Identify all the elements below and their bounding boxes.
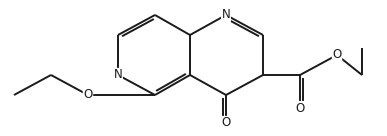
Text: N: N [222,8,230,21]
Text: O: O [83,89,92,101]
Text: N: N [114,69,122,81]
Text: O: O [295,101,305,115]
Text: O: O [332,49,342,61]
Text: O: O [221,117,231,129]
